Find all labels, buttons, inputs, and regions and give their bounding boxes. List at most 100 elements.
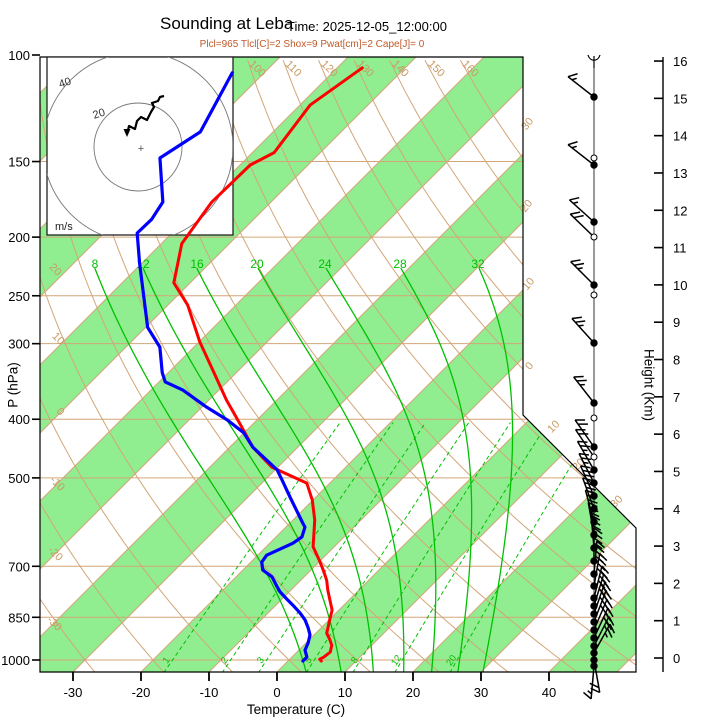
- isotherm-band: [40, 57, 636, 672]
- height-tick-label: 16: [673, 54, 687, 69]
- temperature-tick-label: -30: [64, 685, 83, 700]
- temperature-curve: [172, 66, 364, 663]
- temperature-tick-label: 40: [542, 685, 556, 700]
- moist-adiabat: [257, 267, 405, 672]
- pressure-tick-label: 1000: [1, 653, 30, 668]
- height-tick-label: 9: [673, 315, 680, 330]
- wind-barb: [578, 452, 595, 484]
- wind-barb: [574, 428, 595, 458]
- wind-station-open: [590, 154, 598, 162]
- wind-station-dot: [590, 443, 598, 451]
- wind-barb: [593, 540, 606, 575]
- moist-adiabat-label: 28: [393, 257, 407, 271]
- mixing-ratio-label: 3: [255, 655, 267, 666]
- moist-adiabat: [142, 267, 342, 672]
- height-tick-label: 13: [673, 166, 687, 181]
- dry-adiabat: [353, 59, 636, 672]
- mixing-ratio-label: 8: [349, 655, 361, 666]
- height-tick-label: 15: [673, 91, 687, 106]
- pressure-tick-label: 150: [8, 155, 30, 170]
- moist-adiabat: [400, 267, 473, 672]
- wind-barb: [593, 552, 608, 587]
- dry-adiabat: [140, 60, 579, 672]
- pressure-tick-label: 300: [8, 337, 30, 352]
- pressure-tick-label: 500: [8, 471, 30, 486]
- moist-adiabat: [478, 267, 514, 672]
- wind-barbs: [567, 73, 616, 700]
- wind-station-open: [590, 453, 598, 461]
- dry-adiabat: [40, 60, 96, 672]
- isotherm-line: [40, 57, 621, 672]
- wind-barb: [593, 599, 613, 631]
- pressure-tick-label: 250: [8, 289, 30, 304]
- height-tick-label: 10: [673, 278, 687, 293]
- hodograph-ring-20: [93, 102, 183, 192]
- wind-station-dot: [590, 557, 598, 565]
- height-tick-label: 7: [673, 390, 680, 405]
- dry-adiabat-label: 110: [283, 58, 304, 79]
- wind-station-dot: [590, 662, 598, 670]
- wind-barb: [582, 477, 596, 510]
- dry-adiabat: [211, 60, 636, 672]
- moist-adiabat: [196, 267, 375, 672]
- wind-barb: [568, 196, 595, 223]
- isotherm-line: [616, 57, 636, 672]
- wind-barb: [571, 316, 595, 344]
- right-edge-label: 0: [523, 360, 536, 372]
- dry-adiabat: [40, 60, 303, 672]
- wind-station-dot: [590, 218, 598, 226]
- temperature-tick-label: 10: [338, 685, 352, 700]
- wind-barb: [593, 527, 603, 561]
- wind-barb: [570, 259, 595, 286]
- pressure-tick-label: 200: [8, 230, 30, 245]
- wind-station-dot: [590, 339, 598, 347]
- wind-barb: [579, 465, 595, 497]
- mixing-ratio-line: [257, 422, 427, 672]
- plot-frame: [39, 56, 637, 673]
- wind-station-dot: [590, 656, 598, 664]
- mixing-ratio-line: [394, 422, 549, 672]
- moist-adiabat-label: 8: [92, 257, 99, 271]
- temperature-tick-label: 0: [273, 685, 280, 700]
- isotherm-band: [413, 57, 636, 672]
- dry-adiabat: [69, 60, 441, 672]
- height-tick-label: 1: [673, 614, 680, 629]
- isotherm-line: [412, 57, 636, 672]
- hodograph-rings: [47, 57, 233, 235]
- isotherm-line: [40, 57, 485, 672]
- dry-adiabat: [176, 60, 636, 672]
- isotherm-line: [40, 57, 145, 672]
- dry-adiabat-label: 150: [425, 58, 446, 79]
- dry-adiabat: [318, 60, 636, 672]
- height-tick-label: 2: [673, 576, 680, 591]
- wind-station-dot: [590, 399, 598, 407]
- mixing-ratio-line: [305, 422, 470, 672]
- pressure-tick-label: 400: [8, 412, 30, 427]
- height-tick-label: 5: [673, 464, 680, 479]
- x-axis-title: Temperature (C): [246, 702, 346, 717]
- mixing-ratio-label: 12: [389, 653, 404, 668]
- wind-barb: [593, 623, 616, 654]
- temperature-tick-label: 20: [406, 685, 420, 700]
- hodograph-inset: [46, 56, 234, 236]
- wind-station-dot: [590, 281, 598, 289]
- wind-barb: [593, 616, 615, 647]
- hodograph-unit-label: m/s: [55, 221, 73, 233]
- isotherm-line: [480, 57, 636, 672]
- pressure-tick-label: 700: [8, 559, 30, 574]
- isotherm-line: [344, 57, 636, 672]
- wind-station-dot: [590, 93, 598, 101]
- height-tick-label: 0: [673, 651, 680, 666]
- wind-barb: [590, 514, 602, 549]
- height-tick-label: 11: [673, 241, 687, 256]
- height-tick-label: 4: [673, 502, 680, 517]
- wind-station-open: [590, 233, 598, 241]
- time-label: Time: 2025-12-05_12:00:00: [287, 19, 447, 34]
- height-tick-label: 6: [673, 427, 680, 442]
- temperature-tick-label: -10: [200, 685, 219, 700]
- dry-adiabat: [40, 60, 165, 672]
- mixing-ratio-line: [221, 422, 394, 672]
- height-tick-label: 8: [673, 353, 680, 368]
